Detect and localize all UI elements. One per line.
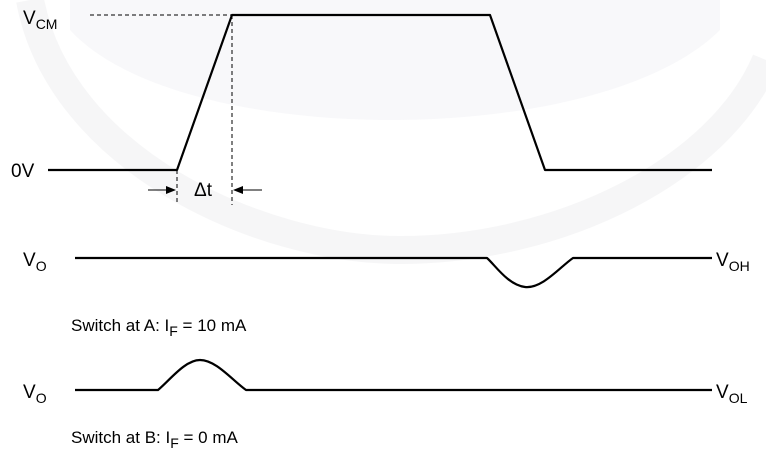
zero-volt-label: 0V (11, 161, 35, 182)
vo-high-waveform (75, 256, 712, 289)
vcm-label: VCM (23, 8, 57, 32)
vo-bottom-label: VO (23, 382, 47, 406)
watermark-arc-lower (16, 0, 766, 265)
watermark-arc (70, 0, 720, 120)
vo-top-label: VO (23, 250, 47, 274)
vcm-pulse-waveform (48, 13, 712, 172)
switch-a-caption: Switch at A: IF = 10 mA (71, 316, 247, 339)
voh-label: VOH (716, 250, 750, 274)
delta-t-label: Δt (194, 180, 213, 201)
switch-b-caption: Switch at B: IF = 0 mA (71, 428, 238, 450)
vol-label: VOL (716, 382, 748, 406)
vo-low-waveform (75, 358, 712, 392)
